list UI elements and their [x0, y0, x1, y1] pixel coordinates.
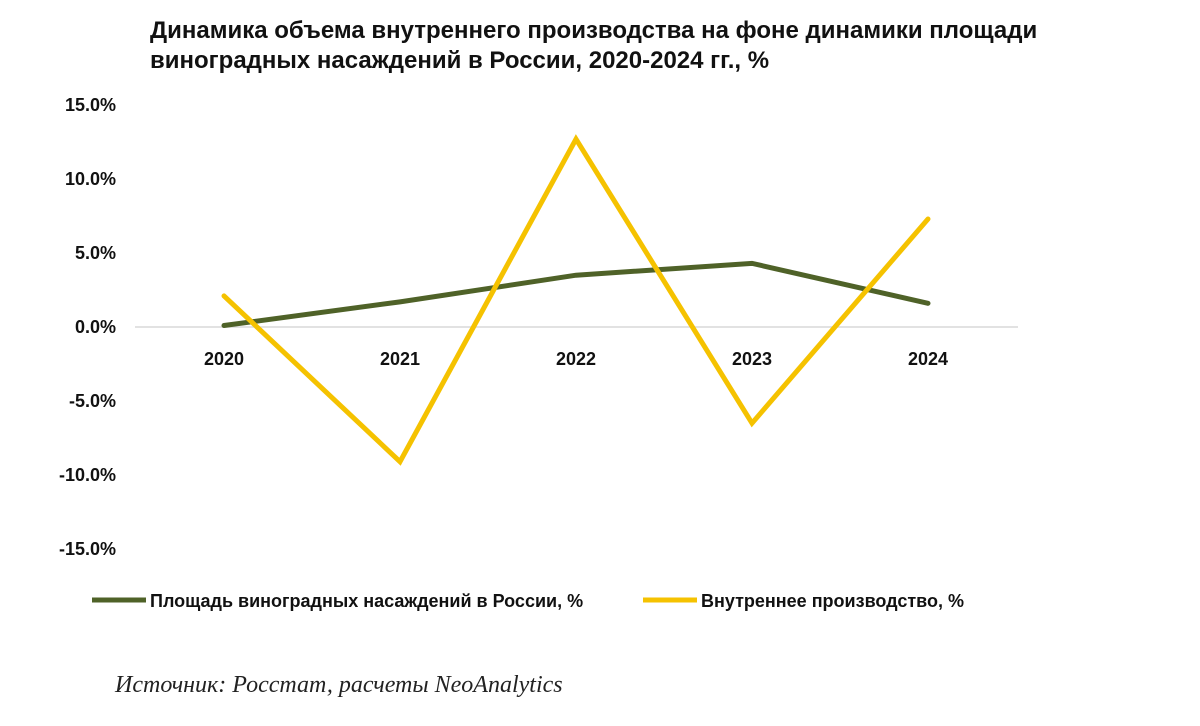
x-tick-label: 2024 — [908, 349, 948, 369]
y-tick-label: 0.0% — [75, 317, 116, 337]
legend-label-2: Внутреннее производство, % — [701, 591, 964, 611]
series-layer — [221, 134, 931, 466]
y-tick-label: -10.0% — [59, 465, 116, 485]
y-tick-label: 10.0% — [65, 169, 116, 189]
line-chart: 15.0% 10.0% 5.0% 0.0% -5.0% -10.0% -15.0% 2020… — [59, 95, 1018, 611]
y-axis: 15.0% 10.0% 5.0% 0.0% -5.0% -10.0% -15.0% — [59, 95, 116, 559]
series-line-2 — [221, 134, 931, 466]
y-tick-label: 15.0% — [65, 95, 116, 115]
y-tick-label: 5.0% — [75, 243, 116, 263]
x-tick-label: 2022 — [556, 349, 596, 369]
legend-label-1: Площадь виноградных насаждений в России,… — [150, 591, 583, 611]
y-tick-label: -5.0% — [69, 391, 116, 411]
x-tick-label: 2021 — [380, 349, 420, 369]
chart-title: Динамика объема внутреннего производства… — [150, 17, 1038, 74]
x-tick-label: 2020 — [204, 349, 244, 369]
legend: Площадь виноградных насаждений в России,… — [92, 591, 964, 611]
source-note: Источник: Росстат, расчеты NeoAnalytics — [115, 672, 563, 698]
y-tick-label: -15.0% — [59, 539, 116, 559]
series-line-1 — [221, 260, 931, 329]
x-axis: 2020 2021 2022 2023 2024 — [204, 349, 948, 369]
x-tick-label: 2023 — [732, 349, 772, 369]
